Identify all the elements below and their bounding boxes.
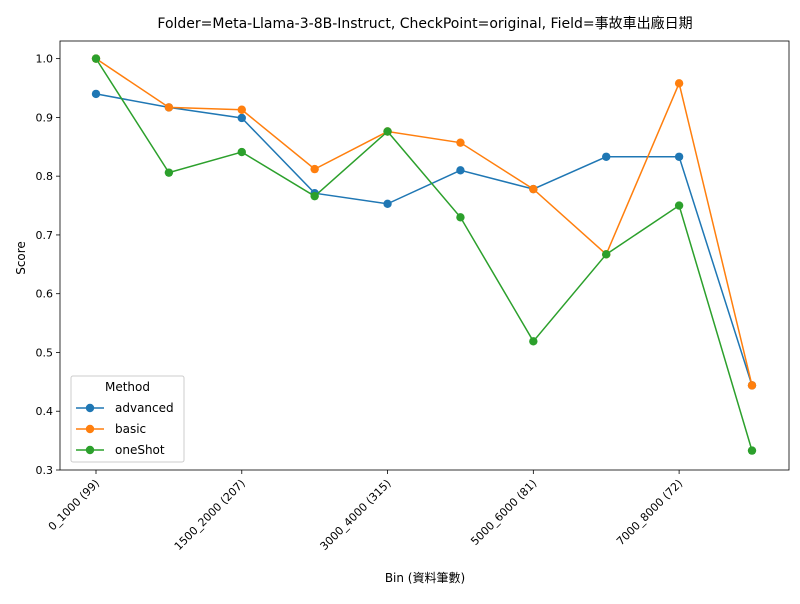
legend-box	[70, 375, 185, 463]
data-point-oneShot	[674, 201, 684, 210]
data-point-basic	[310, 164, 319, 174]
data-point-oneShot	[747, 446, 757, 455]
data-point-advanced	[602, 152, 611, 161]
legend-label-basic: basic	[115, 422, 146, 436]
y-tick-label: 0.4	[36, 405, 54, 418]
series-line-oneShot	[95, 58, 753, 451]
data-point-basic	[456, 138, 465, 147]
y-tick-label: 1.0	[36, 53, 54, 66]
legend-label-oneShot: oneShot	[115, 443, 165, 457]
y-tick-label: 0.5	[36, 346, 54, 359]
data-point-advanced	[383, 199, 392, 208]
data-point-oneShot	[91, 54, 101, 63]
data-point-oneShot	[529, 337, 538, 346]
legend-label-advanced: advanced	[115, 401, 174, 415]
data-point-basic	[164, 103, 174, 112]
data-point-basic	[237, 105, 246, 114]
legend-marker-oneShot	[85, 445, 95, 455]
x-tick-label: 3000_4000 (315)	[318, 477, 394, 553]
x-tick-label: 1500_2000 (207)	[172, 477, 248, 553]
data-point-oneShot	[310, 191, 319, 201]
data-point-basic	[674, 79, 684, 88]
data-point-advanced	[91, 89, 101, 99]
data-point-advanced	[456, 166, 465, 175]
series-line-advanced	[95, 93, 753, 386]
x-tick-label: 5000_6000 (81)	[468, 477, 539, 548]
y-tick-label: 0.9	[36, 111, 54, 124]
legend-marker-basic	[85, 424, 95, 434]
data-point-basic	[529, 184, 538, 194]
data-point-oneShot	[602, 250, 611, 259]
series-line-basic	[95, 58, 753, 386]
data-point-basic	[747, 381, 757, 390]
y-axis-label: Score	[14, 241, 28, 275]
plot-area: 0.3 0.4 0.5 0.6 0.7 0.8 0.9 1.0 0_1000 (99) 1500_…	[36, 40, 790, 553]
data-point-oneShot	[456, 213, 465, 222]
x-axis-label: Bin (資料筆數)	[385, 571, 465, 585]
y-tick-label: 0.8	[36, 170, 54, 183]
legend-title: Method	[105, 380, 150, 394]
data-point-advanced	[674, 152, 684, 161]
y-tick-label: 0.6	[36, 288, 54, 301]
legend-marker-advanced	[85, 403, 95, 413]
x-tick-label: 0_1000 (99)	[46, 477, 102, 533]
data-point-oneShot	[237, 147, 246, 157]
data-point-oneShot	[383, 127, 392, 136]
chart-title: Folder=Meta-Llama-3-8B-Instruct, CheckPo…	[157, 15, 692, 32]
axes-frame	[59, 40, 790, 471]
x-tick-label: 7000_8000 (72)	[614, 477, 685, 548]
data-point-advanced	[237, 113, 246, 123]
legend: Method advanced basic oneShot	[70, 375, 185, 463]
data-point-oneShot	[164, 168, 174, 177]
y-tick-label: 0.7	[36, 229, 54, 242]
y-tick-label: 0.3	[36, 464, 54, 477]
